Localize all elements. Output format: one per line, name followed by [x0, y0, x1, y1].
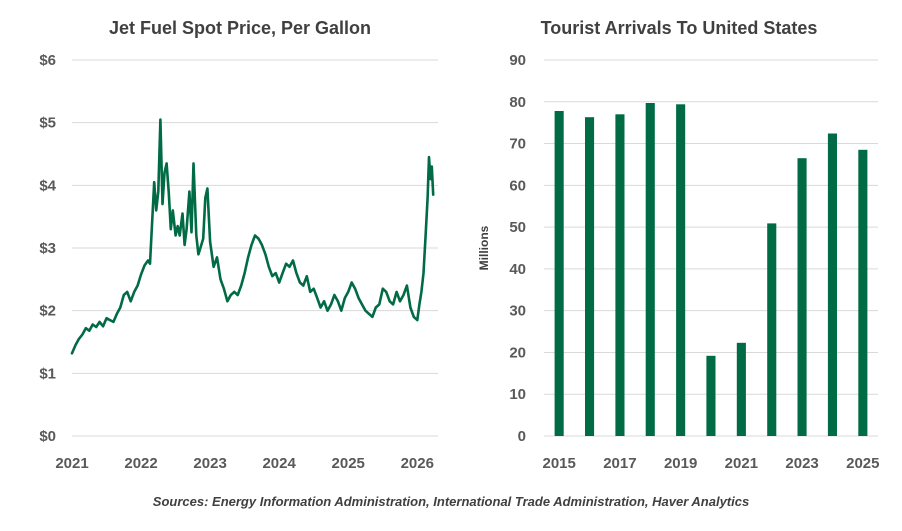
jet-fuel-gridlines: [72, 59, 438, 437]
tourist-arrivals-y-axis-label: Millions: [477, 225, 491, 270]
tourist-arrivals-x-tick-label: 2025: [846, 455, 879, 472]
tourist-arrivals-y-tick-label: 70: [509, 136, 526, 153]
bar-2015: [554, 111, 564, 436]
jet-fuel-y-tick-label: $1: [39, 365, 56, 382]
jet-fuel-y-tick-label: $0: [39, 428, 56, 445]
tourist-arrivals-x-tick-label: 2019: [664, 455, 697, 472]
tourist-arrivals-y-tick-label: 40: [509, 261, 526, 278]
tourist-arrivals-chart-title: Tourist Arrivals To United States: [541, 18, 818, 38]
jet-fuel-chart-title: Jet Fuel Spot Price, Per Gallon: [109, 18, 371, 38]
jet-fuel-price-line: [70, 118, 435, 355]
bar-2024: [827, 133, 837, 436]
tourist-arrivals-y-tick-label: 90: [509, 52, 526, 69]
bar-2022: [767, 223, 777, 436]
tourist-arrivals-x-tick-label: 2023: [785, 455, 818, 472]
jet-fuel-y-tick-label: $5: [39, 115, 56, 132]
tourist-arrivals-gridlines: [544, 59, 878, 437]
bar-2025: [858, 149, 868, 437]
jet-fuel-x-tick-label: 2024: [262, 455, 296, 472]
tourist-arrivals-bars: [554, 103, 868, 437]
tourist-arrivals-chart: Tourist Arrivals To United States Millio…: [477, 18, 880, 472]
tourist-arrivals-y-tick-label: 30: [509, 303, 526, 320]
tourist-arrivals-y-tick-label: 80: [509, 94, 526, 111]
tourist-arrivals-x-tick-label: 2017: [603, 455, 636, 472]
tourist-arrivals-y-tick-label: 20: [509, 344, 526, 361]
jet-fuel-x-tick-label: 2021: [55, 455, 88, 472]
tourist-arrivals-y-tick-label: 0: [518, 428, 526, 445]
bar-2016: [585, 117, 595, 436]
jet-fuel-series: [70, 118, 435, 355]
tourist-arrivals-x-tick-label: 2021: [725, 455, 758, 472]
bar-2017: [615, 114, 625, 437]
jet-fuel-x-ticks: 2021 2022 2023 2024 2025 2026: [55, 455, 434, 472]
tourist-arrivals-y-tick-label: 50: [509, 219, 526, 236]
jet-fuel-x-tick-label: 2026: [401, 455, 434, 472]
jet-fuel-chart: Jet Fuel Spot Price, Per Gallon $0 $1 $2 $3…: [39, 18, 438, 472]
jet-fuel-y-tick-label: $3: [39, 240, 56, 257]
jet-fuel-x-tick-label: 2023: [193, 455, 226, 472]
tourist-arrivals-x-tick-label: 2015: [542, 455, 575, 472]
jet-fuel-y-tick-label: $2: [39, 303, 56, 320]
jet-fuel-y-tick-label: $4: [39, 177, 56, 194]
tourist-arrivals-y-tick-label: 10: [509, 386, 526, 403]
bar-2020: [706, 355, 716, 436]
jet-fuel-x-tick-label: 2022: [124, 455, 157, 472]
jet-fuel-y-tick-label: $6: [39, 52, 56, 69]
bar-2023: [797, 158, 807, 436]
bar-2019: [676, 104, 686, 437]
bar-2021: [736, 342, 746, 436]
tourist-arrivals-x-ticks: 2015 2017 2019 2021 2023 2025: [542, 455, 879, 472]
bar-2018: [645, 103, 655, 436]
jet-fuel-x-tick-label: 2025: [332, 455, 365, 472]
tourist-arrivals-y-ticks: 0 10 20 30 40 50 60 70 80 90: [509, 52, 526, 445]
jet-fuel-y-ticks: $0 $1 $2 $3 $4 $5 $6: [39, 52, 56, 445]
source-note: Sources: Energy Information Administrati…: [152, 494, 750, 509]
tourist-arrivals-y-tick-label: 60: [509, 177, 526, 194]
